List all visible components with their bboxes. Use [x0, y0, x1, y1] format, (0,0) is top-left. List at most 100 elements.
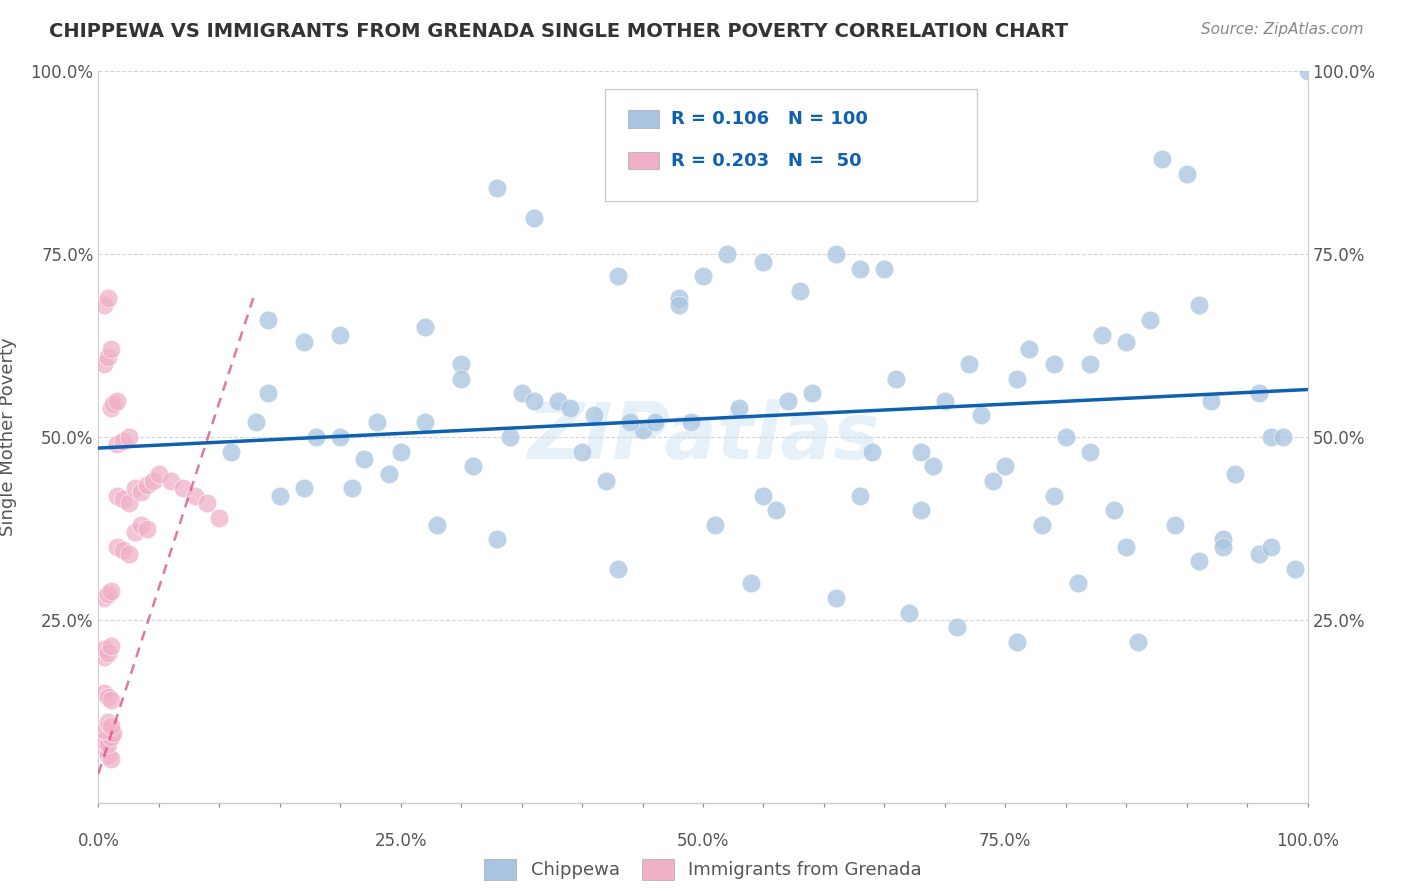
Point	[118, 430, 141, 444]
Point	[1102, 503, 1125, 517]
Point	[1018, 343, 1040, 357]
Point	[100, 343, 122, 357]
Point	[208, 510, 231, 524]
Point	[1078, 357, 1101, 371]
Point	[353, 452, 375, 467]
Point	[571, 444, 593, 458]
Point	[1115, 334, 1137, 349]
Point	[1042, 489, 1064, 503]
Point	[752, 489, 775, 503]
Text: 25.0%: 25.0%	[374, 832, 427, 850]
Point	[644, 416, 666, 430]
Point	[1031, 517, 1053, 532]
Point	[118, 496, 141, 510]
Point	[111, 543, 134, 558]
Point	[93, 649, 115, 664]
Point	[124, 481, 146, 495]
Point	[994, 459, 1017, 474]
Text: Source: ZipAtlas.com: Source: ZipAtlas.com	[1201, 22, 1364, 37]
Point	[256, 313, 278, 327]
Text: R = 0.203   N =  50: R = 0.203 N = 50	[671, 152, 862, 169]
Point	[450, 357, 472, 371]
Point	[366, 416, 388, 430]
Point	[342, 481, 364, 495]
Text: 100.0%: 100.0%	[1277, 832, 1339, 850]
Text: ZIPatlas: ZIPatlas	[527, 399, 879, 475]
Point	[100, 401, 122, 415]
Y-axis label: Single Mother Poverty: Single Mother Poverty	[0, 338, 17, 536]
Point	[129, 517, 152, 532]
Point	[100, 583, 122, 598]
Point	[329, 327, 352, 342]
Point	[1042, 357, 1064, 371]
Point	[1212, 533, 1234, 547]
Legend: Chippewa, Immigrants from Grenada: Chippewa, Immigrants from Grenada	[475, 850, 931, 888]
Point	[860, 444, 883, 458]
Point	[1091, 327, 1114, 342]
Point	[981, 474, 1004, 488]
Point	[111, 434, 134, 448]
Point	[105, 393, 128, 408]
Point	[486, 533, 509, 547]
Point	[93, 740, 115, 755]
Point	[172, 481, 194, 495]
Point	[93, 733, 115, 747]
Point	[463, 459, 485, 474]
Text: 50.0%: 50.0%	[676, 832, 730, 850]
Point	[1128, 635, 1150, 649]
Point	[897, 606, 920, 620]
Point	[1152, 152, 1174, 166]
Point	[389, 444, 412, 458]
Point	[523, 393, 546, 408]
Text: R = 0.106   N = 100: R = 0.106 N = 100	[671, 110, 868, 128]
Point	[607, 269, 630, 284]
Point	[704, 517, 727, 532]
Point	[970, 408, 993, 422]
Point	[105, 540, 128, 554]
Point	[619, 416, 641, 430]
Point	[142, 474, 165, 488]
Point	[934, 393, 956, 408]
Point	[849, 489, 872, 503]
Point	[486, 181, 509, 195]
Point	[910, 503, 932, 517]
Point	[292, 481, 315, 495]
Point	[195, 496, 218, 510]
Point	[93, 686, 115, 700]
Text: 75.0%: 75.0%	[979, 832, 1032, 850]
Point	[1249, 386, 1271, 401]
Point	[1007, 635, 1029, 649]
Point	[740, 576, 762, 591]
Point	[292, 334, 315, 349]
Point	[105, 489, 128, 503]
Point	[1115, 540, 1137, 554]
Point	[100, 639, 122, 653]
Point	[1188, 298, 1211, 312]
Point	[800, 386, 823, 401]
Point	[825, 591, 848, 605]
Point	[957, 357, 980, 371]
Point	[825, 247, 848, 261]
Point	[111, 492, 134, 507]
Point	[1199, 393, 1222, 408]
Point	[716, 247, 738, 261]
Point	[329, 430, 352, 444]
Point	[1212, 540, 1234, 554]
Point	[692, 269, 714, 284]
Point	[97, 715, 120, 730]
Point	[160, 474, 183, 488]
Point	[426, 517, 449, 532]
Point	[93, 723, 115, 737]
Point	[93, 642, 115, 657]
Point	[728, 401, 751, 415]
Point	[631, 423, 654, 437]
Point	[1249, 547, 1271, 561]
Point	[245, 416, 267, 430]
Point	[1078, 444, 1101, 458]
Point	[789, 284, 811, 298]
Point	[547, 393, 569, 408]
Point	[269, 489, 291, 503]
Point	[1163, 517, 1185, 532]
Point	[124, 525, 146, 540]
Point	[668, 291, 690, 305]
